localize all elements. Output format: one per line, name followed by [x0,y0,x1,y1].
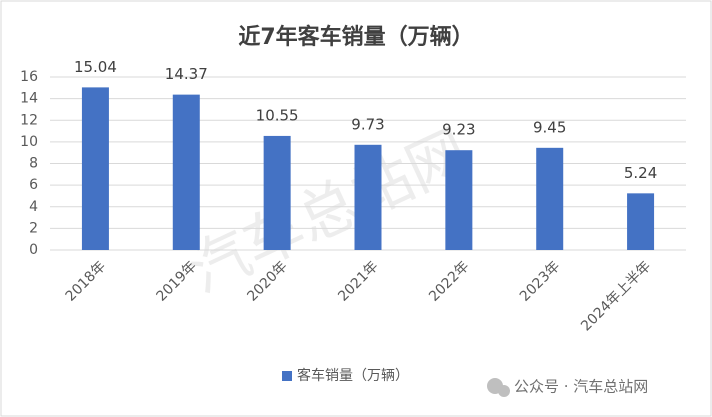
chart-title: 近7年客车销量（万辆） [238,24,473,50]
data-label: 9.23 [442,121,475,139]
bar [627,193,655,250]
bar [445,150,473,250]
data-label: 9.73 [351,115,384,133]
y-tick-label: 4 [29,199,38,215]
y-tick-label: 0 [29,242,38,258]
bar [81,87,109,250]
y-tick-label: 10 [20,134,38,150]
data-label: 14.37 [165,65,208,83]
bar [172,94,200,250]
bar [536,147,564,250]
y-tick-label: 6 [29,177,38,193]
data-label: 10.55 [256,106,299,124]
y-tick-label: 2 [29,220,38,236]
y-tick-label: 16 [20,69,38,85]
credit-icon [487,378,510,397]
data-label: 5.24 [624,164,657,182]
data-label: 9.45 [533,118,566,136]
bar [263,135,291,250]
y-tick-label: 8 [29,156,38,172]
legend-label: 客车销量（万辆） [297,367,409,384]
legend-swatch [282,371,292,381]
y-tick-label: 14 [20,91,38,107]
credit: 公众号 · 汽车总站网 [514,378,648,396]
bar [354,144,382,250]
data-label: 15.04 [74,58,117,76]
y-tick-label: 12 [20,112,38,128]
